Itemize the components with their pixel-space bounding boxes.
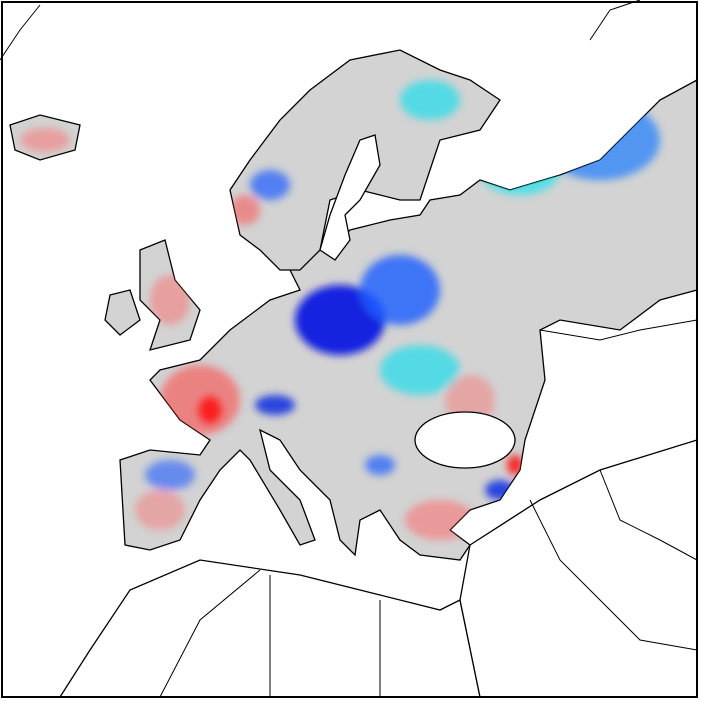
patch bbox=[255, 395, 295, 415]
patch bbox=[360, 255, 440, 325]
border bbox=[529, 499, 698, 651]
border bbox=[159, 569, 261, 698]
baltic-sea bbox=[319, 134, 381, 261]
patch bbox=[150, 275, 190, 325]
patch bbox=[20, 128, 70, 152]
patch bbox=[230, 195, 260, 225]
black-sea bbox=[414, 411, 516, 469]
greenland bbox=[0, 4, 41, 61]
border bbox=[539, 319, 698, 341]
patch bbox=[145, 460, 195, 490]
ireland bbox=[104, 289, 141, 336]
patch bbox=[380, 345, 460, 395]
patch bbox=[295, 285, 385, 355]
patch bbox=[400, 80, 460, 120]
patch bbox=[365, 455, 395, 475]
patch bbox=[198, 396, 222, 424]
patch bbox=[250, 170, 290, 200]
border bbox=[599, 469, 698, 561]
patch bbox=[135, 490, 185, 530]
patch bbox=[507, 455, 523, 475]
novaya-zemlya bbox=[589, 0, 641, 41]
